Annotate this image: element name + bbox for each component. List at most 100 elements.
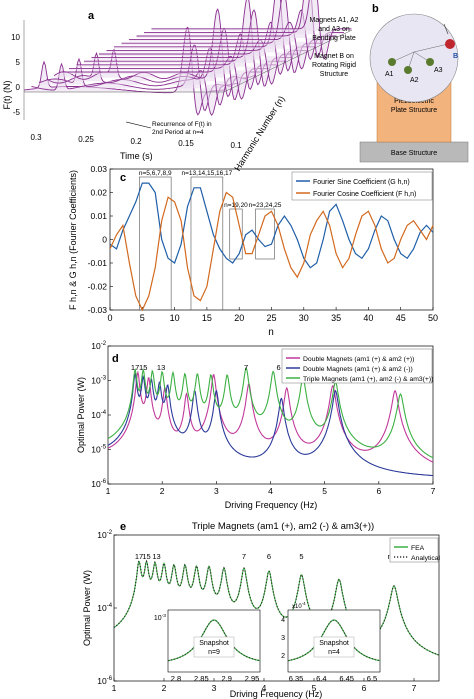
panel-d-ytick-label: 10-6: [91, 479, 106, 489]
panel-c-highlight-label: n=5,6,7,8,9: [139, 170, 172, 177]
panel-e-peak-labels: 171513765n=4: [135, 552, 401, 561]
panel-d-series-3: [107, 367, 434, 459]
panel-c-xtick-label: 35: [331, 313, 341, 323]
panel-c-ytick-label: 0.02: [90, 188, 107, 198]
panel-c-series-cosine: [109, 191, 434, 312]
ribbon-line-18: [151, 0, 352, 60]
panel-e-xlabel: Driving Frequency (Hz): [230, 689, 323, 699]
panel-e-peak-label: 15: [142, 552, 150, 561]
panel-d-xtick-label: 6: [376, 486, 381, 496]
panel-a-axis-depth: [223, 29, 353, 93]
panel-d-ytick-label: 10-2: [91, 341, 106, 351]
panel-c-xtick-label: 20: [234, 313, 244, 323]
panel-c-xtick-label: 50: [428, 313, 438, 323]
panel-e-inset-ytick: 10-3: [154, 613, 166, 622]
panel-d-legend-label: Triple Magnets (am1 (+), am2 (-) & am3(+…: [303, 376, 433, 383]
panel-c-series-sine: [109, 182, 434, 269]
panel-e-series-2: [113, 559, 440, 656]
panel-a-annotation-arrow: [125, 121, 152, 129]
panel-e-xtick-label: 7: [412, 683, 417, 693]
ribbon-fill-9: [84, 0, 284, 85]
panel-d-ylabel: Optimal Power (W): [76, 377, 86, 453]
panel-e-xtick-label: 5: [312, 683, 317, 693]
panel-a-zlabel: Harmonic Number (n): [232, 94, 286, 173]
panel-e-peak-label: 5: [299, 552, 303, 561]
panel-c-label: c: [120, 172, 126, 184]
panel-e-xtick-label: 3: [212, 683, 217, 693]
panel-e-inset-fea-curve: [287, 619, 381, 662]
panel-e-ytick-label: 10-6: [97, 676, 112, 686]
panel-d-ytick-label: 10-4: [91, 410, 106, 420]
panel-e-insets: Snapshot n=9 2.8 2.85 2.9 2.95 10-3 Snapshot n=4…: [154, 601, 381, 683]
panel-c-xtick-label: 30: [299, 313, 309, 323]
panel-c-ytick-label: 0.03: [90, 164, 107, 174]
panel-c-xtick-label: 40: [363, 313, 373, 323]
panel-e-peak-label: 7: [242, 552, 246, 561]
panel-e-inset-ytick: 2: [281, 653, 285, 660]
panel-e-legend-label: Analytical: [411, 555, 441, 562]
panel-d-peak-label: 15: [139, 363, 147, 372]
panel-a-xtick-0: 0.3: [30, 133, 42, 142]
panel-e-xtick-label: 1: [112, 683, 117, 693]
panel-c-xtick-label: 10: [170, 313, 180, 323]
panel-d-peak-label: 7: [244, 363, 248, 372]
ribbon-line-3: [38, 57, 240, 116]
panel-d-ytick-label: 10-5: [91, 445, 106, 455]
geometry-line-4: [413, 43, 449, 53]
panel-a-yticks: 10 5 0 -5: [11, 33, 20, 117]
panel-d-series-1: [107, 370, 434, 463]
panel-b: b Base Structure Piezoelectric Plate Str…: [309, 3, 469, 163]
panel-a-ytick-2: 0: [16, 83, 21, 92]
panel-d-peak-label: 17: [131, 363, 139, 372]
panel-a-xticks: 0.3 0.25 0.2 0.15 0.1: [30, 133, 242, 150]
panel-e-peak-label: 6: [267, 552, 271, 561]
panel-e-inset-multiplier: x10-4: [292, 601, 306, 610]
panel-d-series: [107, 367, 434, 477]
panel-c-legend-box: [291, 171, 433, 201]
panel-c-ytick-label: -0.02: [88, 282, 108, 292]
panel-e-inset-xtick: 6.35: [289, 674, 304, 683]
panel-d-xtick-label: 7: [431, 486, 436, 496]
panel-d-xtick-label: 2: [160, 486, 165, 496]
panel-c-xtick-label: 45: [396, 313, 406, 323]
panel-e-inset-xtick: 6.5: [367, 674, 377, 683]
panel-a-ytick-1: 5: [16, 58, 21, 67]
magnet-a3: [426, 58, 434, 66]
ribbon-fill-5: [54, 9, 254, 97]
panel-d-legend-label: Double Magnets (am1 (+) & am2 (+)): [303, 356, 414, 363]
magnets-a-label-1: Magnets A1, A2: [309, 17, 358, 24]
ribbon-fill-6: [61, 28, 262, 100]
panel-d-ytick-label: 10-3: [91, 376, 106, 386]
geometry-line-1: [391, 51, 415, 63]
ribbon-line-15: [129, 21, 329, 70]
panel-e-inset-tag: [193, 636, 235, 658]
panel-c-ylabel: F h,n & G h,n (Fourier Coefficients): [68, 170, 78, 310]
magnet-a2: [404, 66, 412, 74]
panel-a-xtick-1: 0.25: [78, 135, 94, 144]
panel-e-inset-tag: [313, 636, 355, 658]
panel-e-ytick-label: 10-4: [97, 603, 112, 613]
panel-e-xtick-label: 6: [362, 683, 367, 693]
panel-e-inset-xtick: 6.4: [316, 674, 326, 683]
panel-e-xtick-label: 2: [162, 683, 167, 693]
panel-a-xlabel: Time (s): [120, 151, 153, 161]
panel-c-xtick-label: 25: [266, 313, 276, 323]
panel-d-xtick-label: 5: [322, 486, 327, 496]
panel-c-xlabel: n: [268, 327, 274, 338]
panel-c-xtick-label: 0: [107, 313, 112, 323]
magnet-b-desc-2: Rotating Rigid: [312, 62, 356, 69]
panel-c-ytick-label: 0.01: [90, 211, 107, 221]
panel-d-peak-label: 13: [157, 363, 165, 372]
panel-e-ytick-label: 10-2: [97, 530, 112, 540]
magnet-a2-label: A2: [410, 77, 419, 84]
ribbon-fill-1: [24, 27, 224, 115]
panel-a: a F(t) (N) 10 5 0 -5 0.3 0.25 0.2 0.15 0.1 Time…: [2, 0, 353, 173]
panel-d-label: d: [112, 353, 119, 365]
panel-e-ticks: 1 2 3 4 5 6 7 10-6 10-4 10-2: [97, 530, 416, 693]
panel-d-xlabel: Driving Frequency (Hz): [225, 500, 318, 510]
magnet-a1-label: A1: [385, 71, 394, 78]
panel-d-peak-label: 6: [277, 363, 281, 372]
magnet-a1: [388, 58, 396, 66]
panel-e-inset-xtick: 2.85: [194, 674, 209, 683]
rotating-disk: [369, 13, 459, 103]
